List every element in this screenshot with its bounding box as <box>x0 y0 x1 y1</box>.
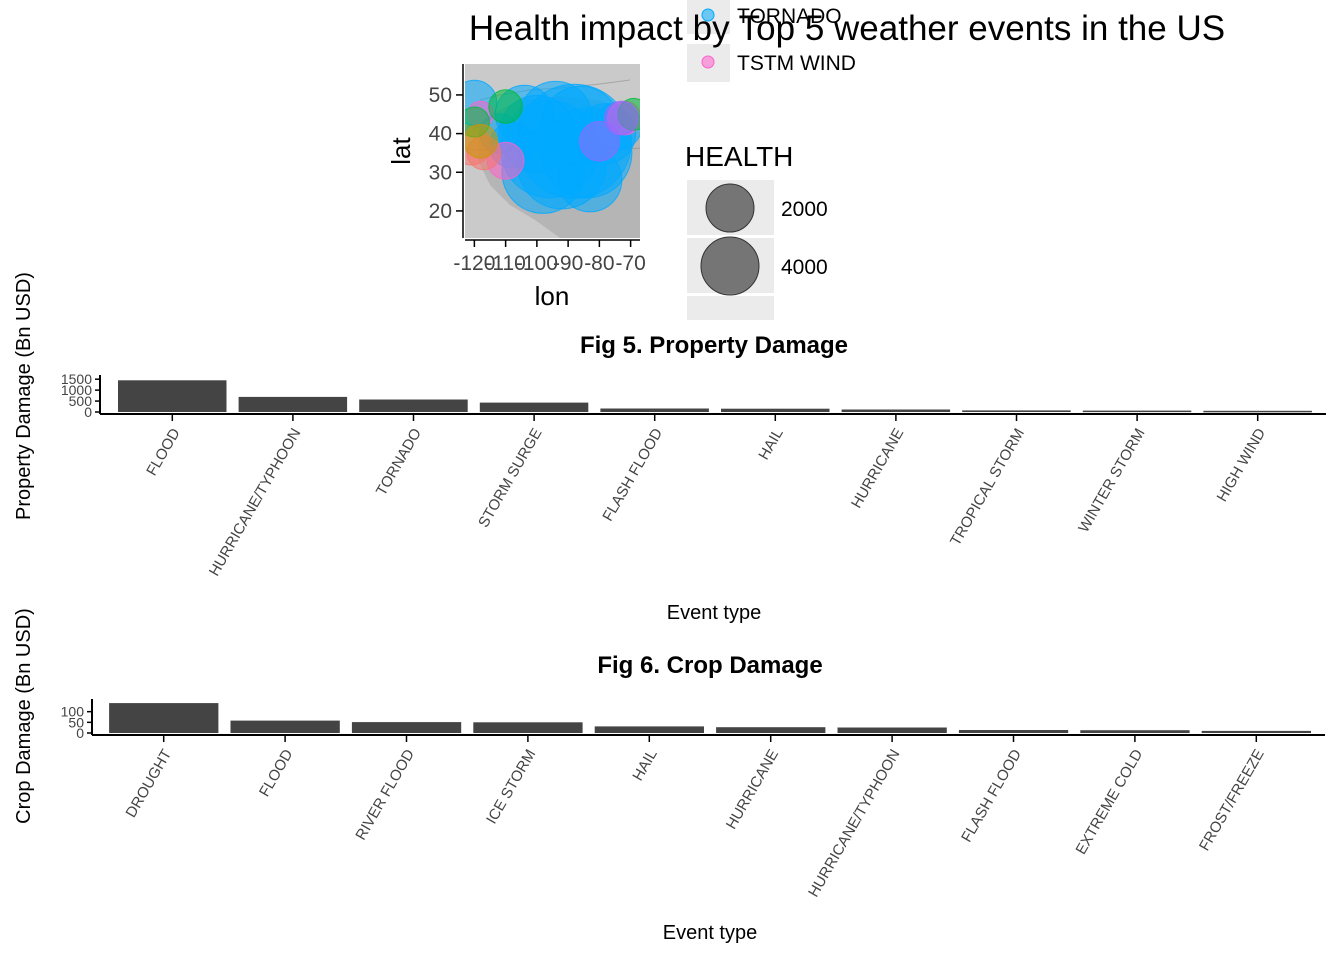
map-x-axis: -120-110-100-90 -80 -70 <box>453 239 646 275</box>
x-tick-label: FLOOD <box>143 425 184 478</box>
x-tick-label: STORM SURGE <box>475 426 545 531</box>
bar <box>479 402 589 412</box>
legend-size-key <box>700 236 760 296</box>
x-tick-label: RIVER FLOOD <box>352 746 418 843</box>
y-tick-label: 0 <box>76 725 84 741</box>
map-y-tick-label: 20 <box>429 200 452 223</box>
bar <box>837 727 947 733</box>
x-tick-label: FROST/FREEZE <box>1196 747 1268 854</box>
map-y-tick-label: 50 <box>429 84 452 107</box>
bar <box>841 409 951 412</box>
bar <box>1203 410 1312 413</box>
y-tick-label: 500 <box>69 393 93 409</box>
bar-chart-title: Fig 5. Property Damage <box>580 332 848 359</box>
legend-color-key <box>701 8 715 22</box>
bar <box>351 722 462 733</box>
x-tick-label: EXTREME COLD <box>1072 746 1146 857</box>
x-tick-label: TORNADO <box>373 426 425 499</box>
bar <box>230 720 340 733</box>
legend-color-label: TORNADO <box>737 5 842 28</box>
legend-color-label: TSTM WIND <box>737 52 856 75</box>
bar <box>1201 730 1311 733</box>
y-axis-label: Property Damage (Bn USD) <box>13 272 35 520</box>
bar-chart-title: Fig 6. Crop Damage <box>597 652 822 679</box>
map-point <box>465 124 498 159</box>
y-tick-label: 50 <box>68 714 84 730</box>
bar <box>118 380 227 412</box>
map-y-axis-label: lat <box>386 136 416 164</box>
bar <box>721 408 830 412</box>
x-tick-label: ICE STORM <box>483 747 539 827</box>
x-tick-label: HURRICANE/TYPHOON <box>805 747 903 901</box>
bar <box>600 408 709 412</box>
bar <box>958 730 1069 733</box>
legend-size-entries: 2000 4000 <box>687 180 828 320</box>
map-x-tick-label: -100 <box>516 252 558 275</box>
x-axis-label: Event type <box>663 922 758 944</box>
x-tick-label: FLASH FLOOD <box>958 746 1025 845</box>
bar <box>1080 730 1190 733</box>
map-x-tick-label: -90 <box>553 252 583 275</box>
legend-size-key <box>705 183 755 233</box>
bar <box>473 722 583 733</box>
map-x-axis-label: lon <box>535 281 570 311</box>
bar <box>359 399 468 412</box>
x-axis-label: Event type <box>667 602 762 624</box>
x-tick-label: WINTER STORM <box>1075 426 1148 536</box>
x-tick-label: HIGH WIND <box>1214 425 1270 504</box>
map-chart: -120-110-100-90 -80 -70 20 30 40 50 lon lat <box>386 64 646 311</box>
map-y-axis: 20 30 40 50 <box>429 64 464 238</box>
x-tick-label: DROUGHT <box>123 747 176 821</box>
x-tick-label: FLASH FLOOD <box>599 425 666 524</box>
bar <box>716 727 826 733</box>
map-x-tick-label: -120 <box>453 252 495 275</box>
map-legend: TORNADO TSTM WIND HEALTH 2000 4000 <box>685 0 856 320</box>
y-axis-label: Crop Damage (Bn USD) <box>13 608 35 824</box>
y-tick-label: 100 <box>61 704 85 720</box>
map-y-tick-label: 30 <box>429 161 452 184</box>
bar <box>109 703 219 733</box>
y-tick-label: 1000 <box>61 382 92 398</box>
x-tick-label: HAIL <box>629 747 660 784</box>
bar <box>238 396 348 412</box>
bar <box>962 410 1071 412</box>
x-tick-label: HAIL <box>755 426 786 463</box>
x-tick-label: FLOOD <box>256 746 297 799</box>
bar <box>594 726 704 733</box>
x-tick-label: HURRICANE <box>848 426 907 512</box>
legend-color-entries: TORNADO TSTM WIND <box>701 5 856 75</box>
legend-size-label: 4000 <box>781 256 828 279</box>
x-tick-label: HURRICANE/TYPHOON <box>206 426 304 580</box>
y-tick-label: 1500 <box>61 371 92 387</box>
y-tick-label: 0 <box>84 404 92 420</box>
map-x-tick-label: -80 <box>584 252 614 275</box>
x-tick-label: TROPICAL STORM <box>947 426 1028 549</box>
map-x-tick-label: -70 <box>615 252 645 275</box>
legend-color-key <box>701 55 715 69</box>
map-points <box>465 79 640 214</box>
x-tick-label: HURRICANE <box>723 747 782 833</box>
legend-size-key-bg <box>687 296 774 320</box>
legend-size-title: HEALTH <box>685 141 793 172</box>
map-point <box>579 121 620 162</box>
map-x-tick-label: -110 <box>485 252 525 275</box>
map-point <box>488 89 523 124</box>
bar <box>1082 410 1192 413</box>
map-title: Health impact by Top 5 weather events in… <box>469 9 1225 48</box>
map-y-tick-label: 40 <box>429 123 452 146</box>
legend-size-label: 2000 <box>781 198 828 221</box>
map-point <box>604 100 639 136</box>
